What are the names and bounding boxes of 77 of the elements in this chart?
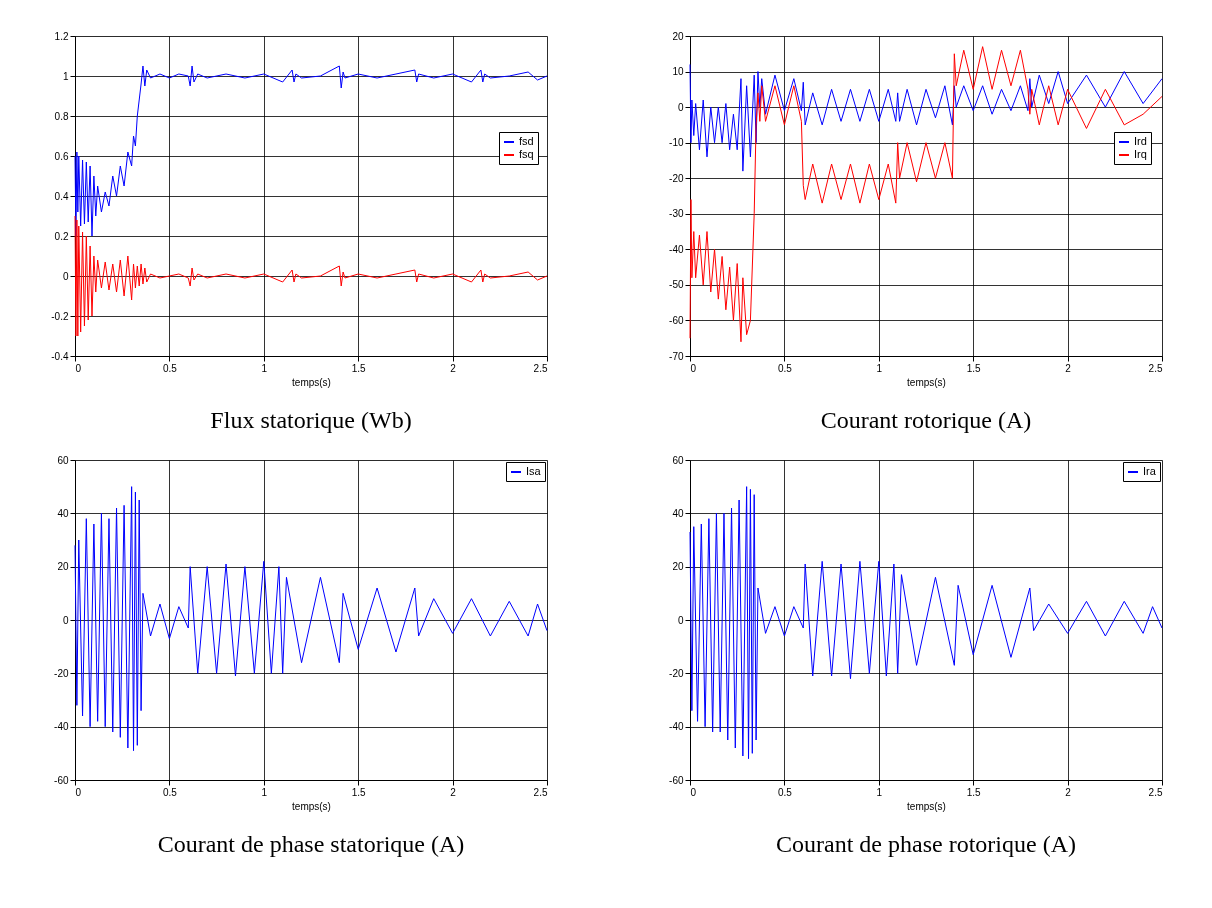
x-tick-label: 1.5: [966, 786, 982, 798]
x-tick-label: 1.5: [966, 362, 982, 374]
x-tick-label: 0.5: [162, 786, 178, 798]
y-tick-label: 0: [677, 101, 684, 113]
x-tick-label: 2: [1065, 362, 1072, 374]
y-tick-label: 0: [62, 614, 69, 626]
x-tick-label: 2.5: [1148, 786, 1163, 798]
y-tick-label: 0: [677, 614, 684, 626]
y-tick-label: 0.2: [54, 230, 69, 242]
y-tick-label: 60: [57, 454, 69, 466]
line-series: [74, 486, 548, 752]
x-tick-label: 2: [450, 786, 457, 798]
x-tick-label: 0.5: [162, 362, 178, 374]
y-tick-label: -60: [669, 314, 684, 326]
y-tick-label: 0.6: [54, 150, 69, 162]
y-tick-label: 0.4: [54, 190, 69, 202]
y-tick-label: 40: [57, 507, 69, 519]
y-tick-label: -70: [669, 350, 684, 362]
x-tick-label: 2.5: [533, 362, 548, 374]
y-tick-label: -40: [669, 721, 684, 733]
x-tick-label: 2.5: [533, 786, 548, 798]
x-tick-label: 1.5: [351, 362, 367, 374]
y-tick-label: -60: [669, 774, 684, 786]
y-tick-label: -10: [669, 137, 684, 149]
text: Courant de phase statorique (A): [157, 831, 465, 857]
x-axis-title: temps(s): [292, 800, 331, 812]
line-series: [689, 46, 1163, 343]
line-series: [689, 486, 1163, 760]
x-tick-label: 1: [261, 362, 268, 374]
y-tick-label: -20: [54, 667, 69, 679]
x-tick-label: 0: [690, 362, 697, 374]
y-tick-label: -50: [669, 279, 684, 291]
x-axis-title: temps(s): [292, 376, 331, 388]
line-series: [74, 215, 548, 337]
x-tick-label: 0: [75, 362, 82, 374]
y-tick-label: -40: [54, 721, 69, 733]
y-tick-label: 20: [57, 561, 69, 573]
x-tick-label: 1: [261, 786, 268, 798]
y-tick-label: -0.4: [51, 350, 69, 362]
x-tick-label: 1: [876, 362, 883, 374]
x-tick-label: 1: [876, 786, 883, 798]
y-tick-label: -30: [669, 208, 684, 220]
y-tick-label: -20: [669, 172, 684, 184]
text: Courant rotorique (A): [820, 407, 1032, 433]
x-tick-label: 1.5: [351, 786, 367, 798]
legend-label: Ird: [1134, 135, 1147, 147]
legend-label: Irq: [1134, 148, 1147, 160]
x-tick-label: 2: [450, 362, 457, 374]
y-tick-label: 0.8: [54, 110, 69, 122]
y-tick-label: 20: [672, 561, 684, 573]
text: Flux statorique (Wb): [210, 407, 412, 433]
x-tick-label: 2: [1065, 786, 1072, 798]
y-tick-label: 10: [672, 66, 684, 78]
line-series: [74, 65, 548, 237]
x-tick-label: 0: [690, 786, 697, 798]
x-axis-title: temps(s): [907, 376, 946, 388]
y-tick-label: 20: [672, 30, 684, 42]
y-tick-label: -20: [669, 667, 684, 679]
x-tick-label: 0.5: [777, 786, 793, 798]
y-tick-label: 40: [672, 507, 684, 519]
y-tick-label: 0: [62, 270, 69, 282]
y-tick-label: -0.2: [51, 310, 69, 322]
y-tick-label: 1: [62, 70, 69, 82]
legend-label: fsd: [519, 135, 534, 147]
x-tick-label: 2.5: [1148, 362, 1163, 374]
y-tick-label: 60: [672, 454, 684, 466]
line-series: [689, 63, 1163, 172]
x-axis-title: temps(s): [907, 800, 946, 812]
y-tick-label: 1.2: [54, 30, 69, 42]
x-tick-label: 0.5: [777, 362, 793, 374]
y-tick-label: -40: [669, 243, 684, 255]
legend-label: fsq: [519, 148, 534, 160]
legend-label: Isa: [526, 465, 542, 477]
x-tick-label: 0: [75, 786, 82, 798]
y-tick-label: -60: [54, 774, 69, 786]
legend-label: Ira: [1143, 465, 1157, 477]
text: Courant de phase rotorique (A): [776, 831, 1076, 857]
